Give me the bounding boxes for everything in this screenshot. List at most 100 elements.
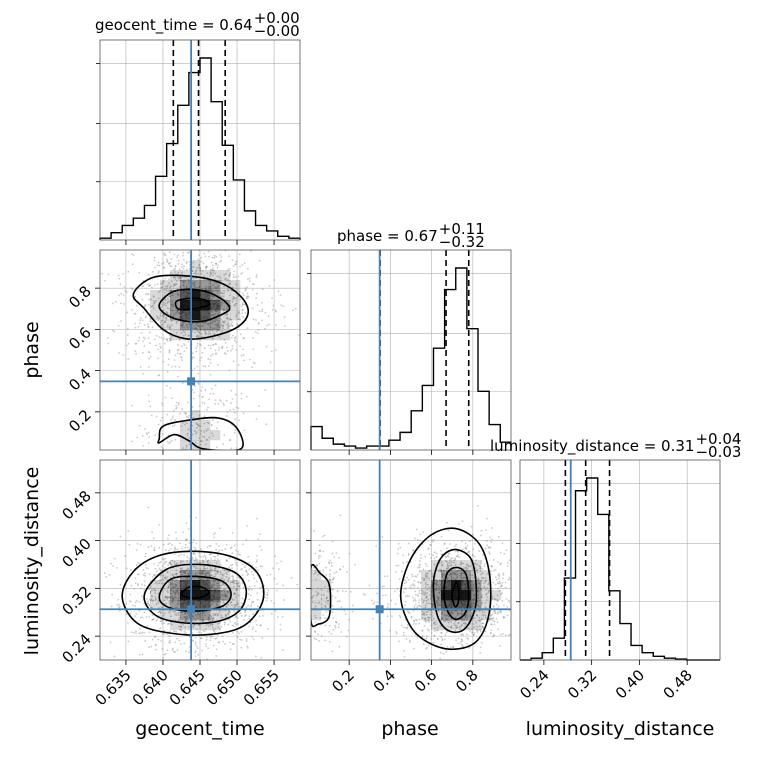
scatter-point — [139, 322, 141, 325]
scatter-point — [476, 625, 478, 628]
scatter-point — [481, 618, 484, 621]
scatter-point — [153, 259, 156, 262]
scatter-point — [188, 646, 191, 648]
scatter-point — [439, 625, 442, 627]
scatter-point — [324, 617, 327, 619]
scatter-point — [440, 631, 443, 634]
scatter-point — [159, 561, 162, 564]
scatter-point — [213, 584, 216, 586]
scatter-point — [180, 569, 183, 572]
scatter-point — [239, 298, 242, 301]
scatter-point — [421, 616, 424, 619]
scatter-point — [147, 337, 150, 340]
scatter-point — [279, 628, 282, 631]
scatter-point — [412, 549, 415, 552]
scatter-point — [448, 552, 451, 555]
scatter-point — [235, 447, 238, 449]
scatter-point — [412, 609, 415, 612]
scatter-point — [166, 311, 169, 314]
scatter-point — [251, 628, 254, 631]
scatter-point — [256, 592, 259, 595]
scatter-point — [446, 561, 449, 564]
scatter-point — [160, 445, 163, 448]
scatter-point — [229, 409, 232, 412]
scatter-point — [159, 611, 162, 614]
scatter-point — [296, 583, 299, 586]
scatter-point — [157, 291, 160, 294]
scatter-point — [432, 641, 435, 644]
scatter-point — [446, 547, 448, 550]
scatter-point — [196, 330, 199, 333]
scatter-point — [325, 610, 327, 613]
scatter-point — [173, 596, 176, 599]
scatter-point — [329, 578, 331, 580]
scatter-point — [171, 559, 174, 562]
scatter-point — [186, 617, 189, 619]
density-cell — [220, 570, 231, 581]
scatter-point — [201, 386, 204, 389]
density-cell — [220, 330, 231, 341]
scatter-point — [245, 295, 248, 298]
scatter-point — [322, 614, 325, 617]
scatter-point — [154, 636, 156, 639]
hist-panel-luminosity_distance — [516, 459, 721, 661]
scatter-point — [148, 588, 150, 591]
scatter-point — [477, 578, 480, 581]
scatter-point — [191, 619, 194, 622]
scatter-point — [167, 284, 169, 287]
scatter-point — [196, 423, 198, 426]
xtick-label-geocent_time-4: 0.655 — [240, 666, 283, 709]
scatter-point — [498, 589, 501, 592]
scatter-point — [177, 597, 180, 600]
density-cell — [441, 620, 452, 631]
scatter-point — [176, 637, 178, 640]
scatter-point — [450, 626, 453, 628]
scatter-point — [182, 472, 184, 474]
scatter-point — [250, 588, 253, 591]
scatter-point — [431, 575, 434, 578]
scatter-point — [181, 271, 184, 274]
scatter-point — [441, 611, 444, 614]
scatter-point — [309, 607, 311, 609]
scatter-point — [372, 617, 374, 620]
scatter-point — [463, 622, 466, 625]
scatter-point — [172, 575, 175, 578]
scatter-point — [223, 621, 226, 624]
scatter-point — [481, 610, 484, 613]
scatter-point — [424, 606, 427, 609]
scatter-point — [211, 256, 214, 259]
scatter-point — [162, 261, 165, 264]
scatter-point — [173, 592, 176, 595]
scatter-point — [232, 482, 234, 484]
scatter-point — [445, 614, 448, 617]
scatter-point — [166, 596, 169, 599]
density-cell — [431, 620, 442, 631]
scatter-point — [255, 517, 258, 520]
scatter-point — [204, 557, 207, 560]
scatter-point — [209, 544, 212, 547]
scatter-point — [202, 629, 205, 632]
scatter-point — [413, 584, 416, 587]
scatter-point — [243, 303, 246, 306]
scatter-point — [331, 611, 334, 613]
density-cell — [180, 280, 191, 291]
scatter-point — [147, 394, 150, 397]
scatter-point — [248, 617, 251, 620]
scatter-point — [154, 592, 156, 594]
scatter-point — [236, 617, 239, 619]
scatter-point — [181, 325, 184, 328]
scatter-point — [162, 337, 165, 340]
scatter-point — [161, 619, 164, 622]
scatter-point — [169, 387, 172, 389]
scatter-point — [235, 582, 238, 585]
scatter-point — [480, 618, 483, 621]
scatter-point — [229, 282, 231, 285]
scatter-point — [158, 270, 160, 273]
scatter-point — [253, 283, 255, 286]
scatter-point — [205, 645, 208, 648]
scatter-point — [446, 555, 449, 558]
scatter-point — [471, 603, 474, 605]
hist-bars-geocent_time — [99, 57, 301, 240]
scatter-point — [474, 562, 477, 565]
scatter-point — [174, 283, 177, 286]
